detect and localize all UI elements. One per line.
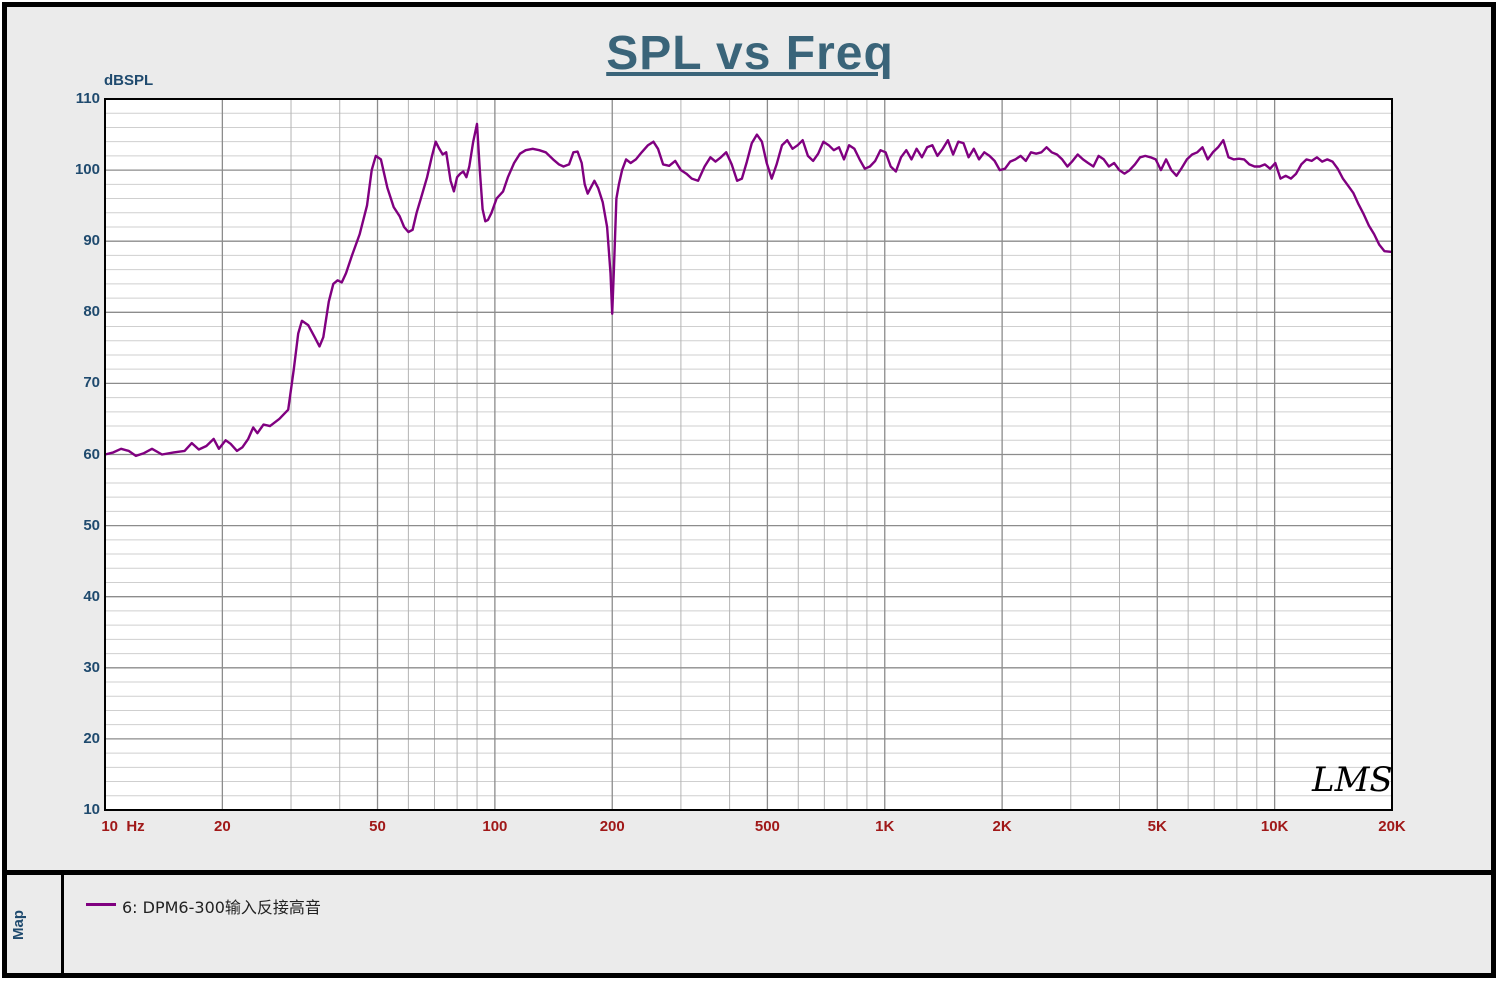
x-tick-label: 10 Hz bbox=[101, 818, 145, 835]
y-tick-label: 20 bbox=[83, 729, 100, 747]
legend-entry-label[interactable]: 6: DPM6-300输入反接高音 bbox=[122, 898, 321, 917]
y-tick-label: 110 bbox=[75, 90, 100, 107]
y-tick-label: 90 bbox=[83, 232, 100, 250]
legend-panel: Map 6: DPM6-300输入反接高音 bbox=[2, 870, 1496, 978]
y-tick-label: 100 bbox=[74, 161, 100, 179]
series-layer bbox=[104, 122, 1393, 458]
x-tick-label: 5K bbox=[1147, 818, 1167, 835]
x-tick-label: 50 bbox=[369, 818, 386, 835]
y-tick-label: 80 bbox=[83, 303, 100, 321]
y-tick-label: 50 bbox=[83, 516, 100, 534]
x-tick-label: 20 bbox=[214, 818, 231, 835]
y-tick-label: 60 bbox=[83, 445, 100, 463]
plot-border bbox=[104, 98, 1393, 811]
x-tick-label: 20K bbox=[1378, 818, 1406, 835]
y-axis-label: dBSPL bbox=[104, 72, 154, 89]
legend-swatch bbox=[86, 903, 116, 906]
y-tick-label: 40 bbox=[83, 587, 100, 605]
map-tab[interactable]: Map bbox=[2, 875, 64, 978]
grid-minor bbox=[105, 99, 1392, 810]
x-tick-label: 100 bbox=[482, 818, 508, 835]
x-tick-label: 10K bbox=[1260, 818, 1289, 835]
map-tab-label: Map bbox=[10, 910, 27, 940]
x-tick-label: 500 bbox=[754, 818, 780, 835]
x-tick-label: 2K bbox=[992, 818, 1012, 835]
x-tick-label: 1K bbox=[875, 818, 895, 835]
x-tick-label: 200 bbox=[599, 818, 625, 835]
y-tick-label: 70 bbox=[83, 374, 100, 392]
lms-watermark: LMS bbox=[1312, 760, 1393, 800]
chart-title: SPL vs Freq bbox=[606, 27, 894, 80]
series-line bbox=[104, 122, 1393, 458]
y-tick-label: 30 bbox=[83, 658, 100, 676]
y-tick-label: 10 bbox=[83, 801, 100, 818]
